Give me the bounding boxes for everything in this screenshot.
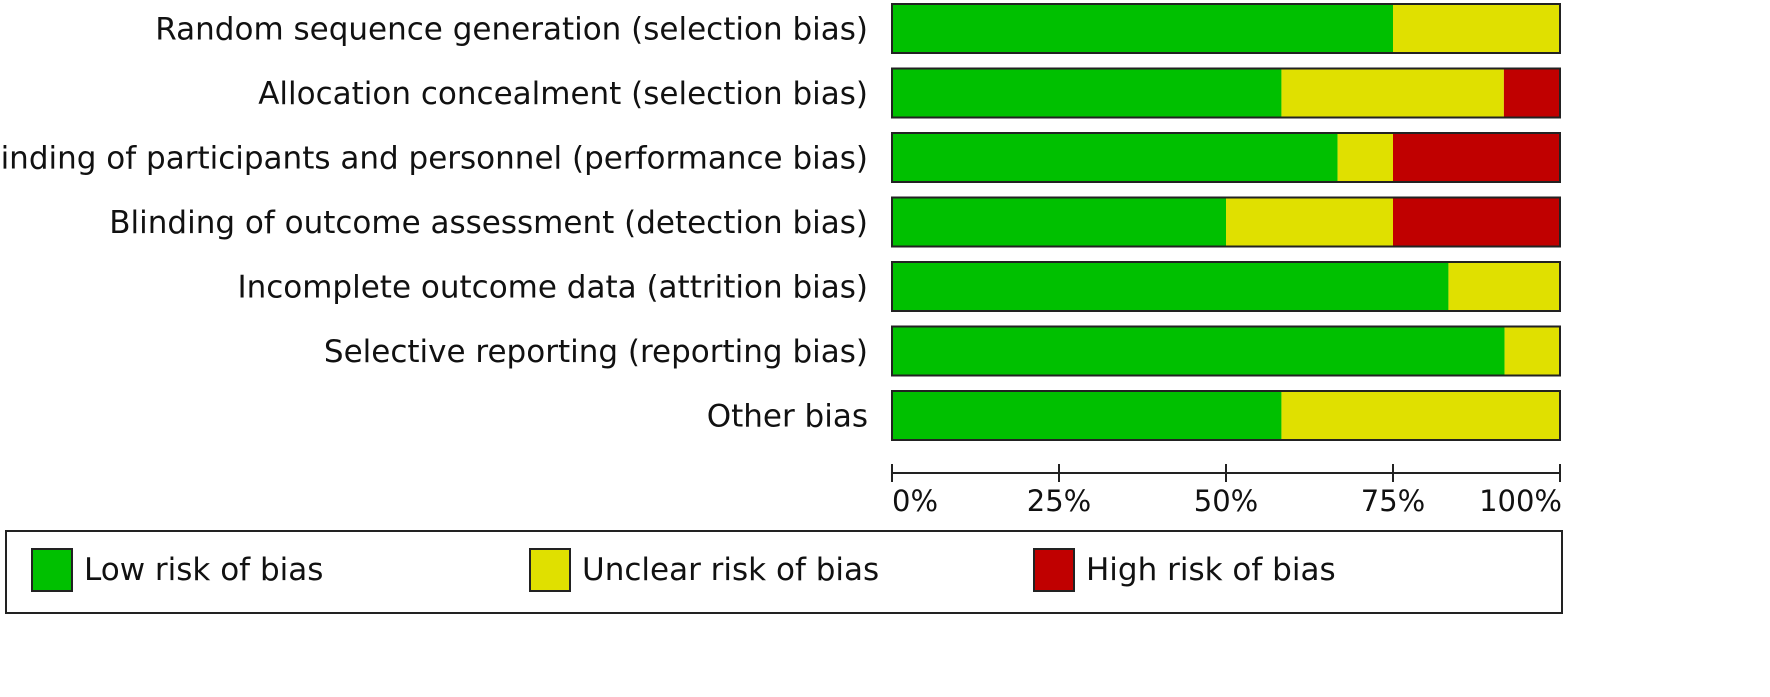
bar-segment-low xyxy=(892,197,1226,247)
bar-outline xyxy=(891,261,1561,312)
bar-outline xyxy=(891,325,1561,377)
bars xyxy=(891,3,1561,441)
bar-segment-unclear xyxy=(1337,133,1393,182)
bar-segment-high xyxy=(1503,68,1560,118)
category-label: Allocation concealment (selection bias) xyxy=(258,76,868,112)
category-label: Other bias xyxy=(707,399,868,435)
legend-label: Unclear risk of bias xyxy=(582,552,879,588)
bar-segment-unclear xyxy=(1448,262,1560,311)
bar-segment-high xyxy=(1393,133,1560,182)
x-axis: 0% 25% 50% 75% 100% xyxy=(891,464,1562,518)
bar-segment-low xyxy=(892,326,1505,376)
bar-outline xyxy=(891,196,1561,248)
bar-segment-low xyxy=(892,4,1393,53)
x-tick-label: 50% xyxy=(1194,484,1258,518)
bar-segment-low xyxy=(892,133,1338,182)
bar-segment-low xyxy=(892,262,1449,311)
legend-swatch xyxy=(1033,548,1075,592)
x-tick-label: 75% xyxy=(1361,484,1425,518)
legend-swatch xyxy=(529,548,571,592)
bar-segment-high xyxy=(1393,197,1560,247)
category-label: Blinding of outcome assessment (detectio… xyxy=(109,205,868,241)
bar-outline xyxy=(891,3,1561,54)
bar-segment-unclear xyxy=(1281,391,1560,440)
x-tick-label: 25% xyxy=(1027,484,1091,518)
legend: Low risk of bias Unclear risk of bias High… xyxy=(5,530,1563,614)
category-label: Selective reporting (reporting bias) xyxy=(324,334,868,370)
bar-segment-low xyxy=(892,391,1282,440)
bar-outline xyxy=(891,132,1561,183)
bar-segment-low xyxy=(892,68,1282,118)
legend-label: High risk of bias xyxy=(1086,552,1336,588)
bar-segment-unclear xyxy=(1281,68,1504,118)
bar-segment-unclear xyxy=(1504,326,1560,376)
legend-swatch xyxy=(31,548,73,592)
x-tick-label: 100% xyxy=(1479,484,1562,518)
bar-outline xyxy=(891,67,1561,119)
x-tick-label: 0% xyxy=(892,484,938,518)
category-label: Blinding of participants and personnel (… xyxy=(0,141,868,177)
bar-segment-unclear xyxy=(1393,4,1560,53)
category-label: Incomplete outcome data (attrition bias) xyxy=(237,270,868,306)
category-labels: Random sequence generation (selection bi… xyxy=(0,12,868,435)
category-label: Random sequence generation (selection bi… xyxy=(155,12,868,48)
bar-outline xyxy=(891,390,1561,441)
bar-segment-unclear xyxy=(1226,197,1393,247)
legend-label: Low risk of bias xyxy=(84,552,323,588)
legend-box xyxy=(5,530,1563,614)
